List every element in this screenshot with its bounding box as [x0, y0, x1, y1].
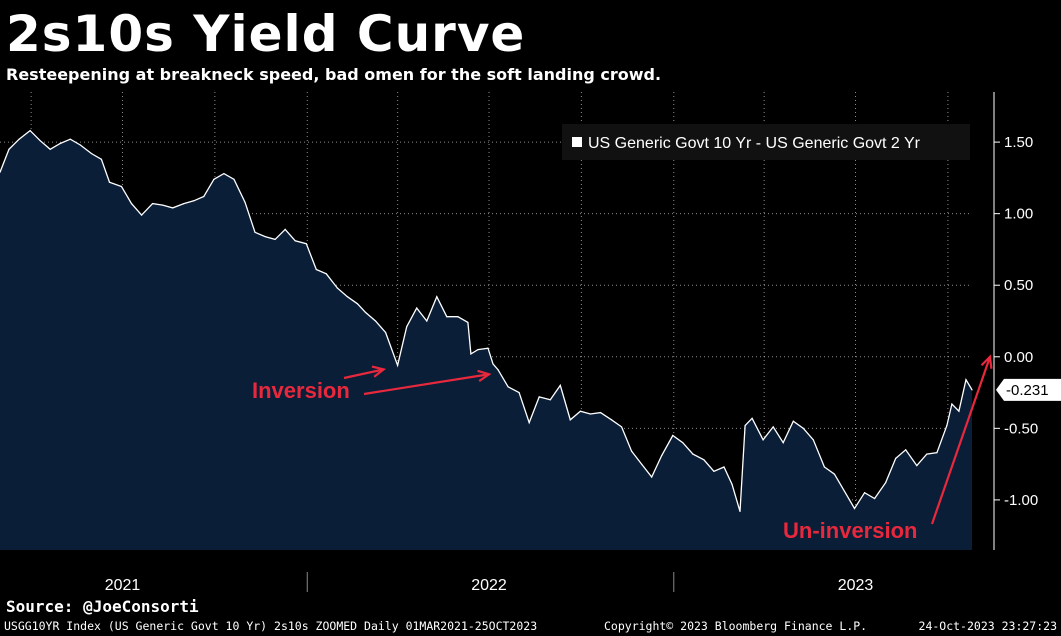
annotations: Inversion Un-inversion [252, 354, 993, 543]
legend-label: US Generic Govt 10 Yr - US Generic Govt … [588, 135, 921, 152]
x-year-label: 2021 [105, 577, 141, 594]
annotation-arrow [930, 356, 992, 525]
index-info: USGG10YR Index (US Generic Govt 10 Yr) 2… [4, 619, 538, 633]
annotation-arrowhead [980, 354, 993, 369]
y-tick-labels: 1.50 1.00 0.50 0.00 -0.50 -1.00 [994, 134, 1038, 509]
chart-svg: 1.501.000.500.00-0.50-1.00 2021 2022 2023 … [0, 92, 1061, 594]
series-line [0, 129, 973, 512]
y-tick-label: 0.50 [1004, 277, 1033, 294]
copyright-text: Copyright© 2023 Bloomberg Finance L.P. [604, 619, 868, 633]
annotation-arrow [363, 373, 490, 396]
annotation-arrowhead [371, 365, 387, 378]
y-tick-label: 1.50 [1004, 134, 1033, 151]
chart-title: 2s10s Yield Curve [6, 5, 526, 63]
source-credit: Source: @JoeConsorti [6, 597, 199, 616]
last-value-box [996, 378, 1061, 401]
annotation-label: Un-inversion [783, 518, 917, 543]
chart-subtitle: Resteepening at breakneck speed, bad ome… [6, 65, 662, 84]
area-fill [0, 130, 972, 550]
legend-swatch [572, 137, 582, 147]
timestamp-text: 24-Oct-2023 23:27:23 [918, 619, 1057, 633]
last-value-tag: -0.231 [996, 378, 1061, 401]
last-value-label: -0.231 [1006, 382, 1049, 399]
y-tick-label: 1.00 [1004, 206, 1033, 223]
legend-box [562, 124, 970, 160]
y-tick-label: -0.50 [1004, 420, 1038, 437]
annotation-arrowhead [477, 369, 492, 382]
y-tick-label: 0.00 [1004, 349, 1033, 366]
x-year-label: 2022 [471, 577, 507, 594]
annotation-arrow [343, 368, 384, 380]
x-year-label: 2023 [838, 577, 874, 594]
y-tick-label: -1.00 [1004, 492, 1038, 509]
x-year-labels: 2021 2022 2023 [105, 572, 874, 594]
annotation-label: Inversion [252, 378, 350, 403]
legend: US Generic Govt 10 Yr - US Generic Govt … [562, 124, 970, 160]
